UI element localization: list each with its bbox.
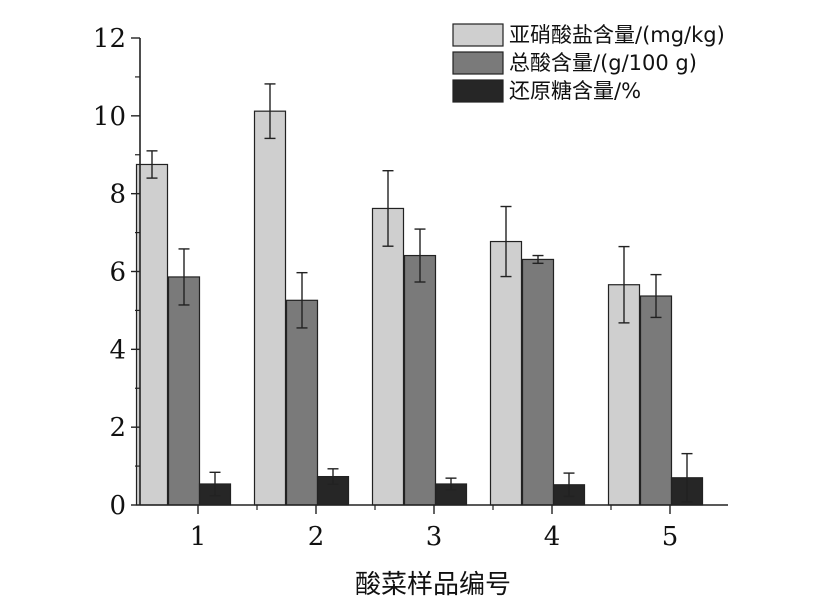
y-tick-label-10: 10: [93, 102, 126, 132]
error-bar-s3-c4: [563, 472, 575, 498]
legend-label-3: 还原糖含量/%: [509, 79, 641, 103]
legend-swatch-3: [452, 79, 504, 103]
x-axis-title: 酸菜样品编号: [355, 570, 511, 600]
x-tick-label-1: 1: [190, 522, 207, 552]
bar-s2-c1: [167, 276, 201, 506]
bar-s1-c1: [135, 163, 169, 506]
legend-item-3: 还原糖含量/%: [452, 79, 641, 103]
error-bar-s1-c5: [618, 245, 630, 324]
x-tick-label-4: 4: [544, 522, 561, 552]
legend-swatch-2: [452, 51, 504, 75]
legend-label-2: 总酸含量/(g/100 g): [509, 51, 697, 75]
error-bars-layer: [146, 83, 693, 503]
bar-s2-c5: [639, 295, 673, 506]
error-bar-s2-c5: [650, 273, 662, 319]
error-bar-s2-c2: [296, 271, 308, 329]
bar-s1-c4: [489, 240, 523, 506]
legend: 亚硝酸盐含量/(mg/kg) 总酸含量/(g/100 g) 还原糖含量/%: [452, 23, 725, 103]
legend-item-2: 总酸含量/(g/100 g): [452, 51, 697, 75]
y-tick-label-4: 4: [109, 335, 126, 365]
legend-swatch-1: [452, 23, 504, 47]
y-tick-label-8: 8: [109, 180, 126, 210]
error-bar-s3-c1: [209, 471, 221, 497]
legend-item-1: 亚硝酸盐含量/(mg/kg): [452, 23, 725, 47]
error-bar-s1-c4: [500, 205, 512, 278]
error-bar-s2-c3: [414, 228, 426, 283]
error-bar-s2-c1: [178, 248, 190, 306]
error-bar-s1-c1: [146, 150, 158, 179]
bar-s1-c3: [371, 207, 405, 506]
x-tick-label-2: 2: [308, 522, 325, 552]
bar-s1-c2: [253, 110, 287, 506]
bar-s2-c2: [285, 299, 319, 506]
error-bar-s2-c4: [532, 254, 544, 265]
y-tick-label-6: 6: [109, 258, 126, 288]
error-bar-s3-c5: [681, 452, 693, 503]
y-tick-label-2: 2: [109, 413, 126, 443]
legend-label-1: 亚硝酸盐含量/(mg/kg): [509, 23, 725, 47]
error-bar-s1-c3: [382, 170, 394, 247]
error-bar-s3-c2: [327, 468, 339, 486]
error-bar-s3-c3: [445, 477, 457, 491]
error-bar-s1-c2: [264, 83, 276, 140]
y-tick-label-0: 0: [109, 491, 126, 521]
bars-layer: [135, 110, 704, 506]
x-tick-label-5: 5: [662, 522, 679, 552]
bar-s2-c3: [403, 254, 437, 506]
x-tick-label-3: 3: [426, 522, 443, 552]
bar-s2-c4: [521, 258, 555, 506]
y-tick-label-12: 12: [93, 24, 126, 54]
